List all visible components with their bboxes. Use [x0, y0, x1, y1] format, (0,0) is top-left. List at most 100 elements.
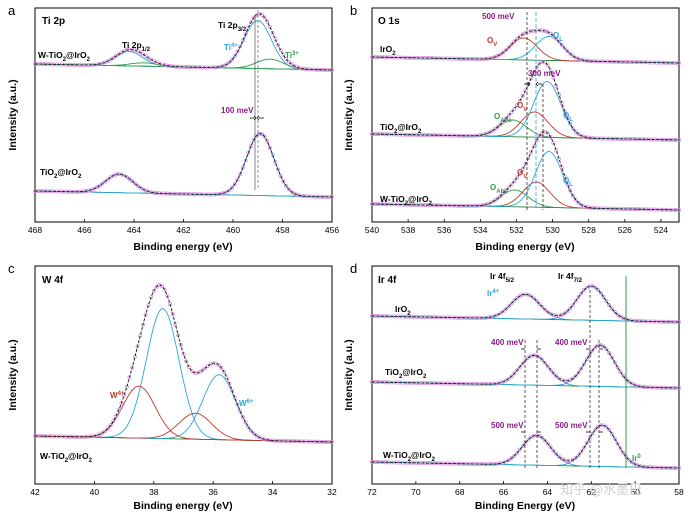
raw-data-point [501, 309, 506, 314]
raw-data-point [251, 431, 256, 436]
raw-data-point [512, 453, 517, 458]
panel-c-title: W 4f [42, 275, 64, 286]
raw-data-point [545, 131, 550, 136]
raw-data-point [621, 373, 626, 378]
raw-data-point [103, 429, 108, 433]
raw-data-point [238, 172, 243, 177]
raw-data-point [506, 185, 511, 190]
raw-data-point [512, 371, 517, 376]
raw-data-point [582, 361, 587, 366]
x-tick-label: 64 [543, 487, 553, 497]
raw-data-point [517, 171, 522, 176]
raw-data-point [232, 54, 237, 59]
x-tick-label: 538 [401, 225, 415, 235]
raw-data-point [554, 451, 559, 456]
raw-data-point [103, 179, 108, 184]
raw-data-point [526, 437, 531, 442]
panel-b-x-axis: 540 538 536 534 532 530 528 526 524 [365, 219, 668, 235]
raw-data-point [411, 314, 416, 319]
panel-c-frame [34, 265, 333, 485]
raw-data-point [584, 357, 589, 362]
component-curve [35, 308, 332, 443]
panel-c-ylabel: Intensity (a.u.) [7, 339, 19, 410]
raw-data-point [246, 25, 251, 30]
raw-data-point [598, 291, 603, 296]
raw-data-point [626, 457, 631, 462]
raw-data-point [509, 42, 514, 47]
raw-data-point [565, 116, 570, 120]
raw-data-point [610, 432, 614, 436]
raw-data-point [498, 52, 503, 57]
raw-data-point [200, 368, 205, 373]
raw-data-point [529, 76, 534, 81]
raw-data-point [573, 197, 578, 202]
raw-data-point [537, 434, 542, 438]
x-tick-label: 530 [545, 225, 559, 235]
raw-data-point [562, 174, 567, 178]
raw-data-point [548, 445, 553, 450]
x-tick-label: 532 [509, 225, 523, 235]
panel-c-letter: c [8, 261, 15, 276]
raw-data-point [515, 175, 520, 180]
raw-data-point [389, 380, 394, 385]
raw-data-point [523, 88, 528, 93]
raw-data-point [557, 39, 561, 44]
raw-data-point [411, 55, 416, 60]
raw-data-point [230, 57, 235, 62]
panel-b-label-ov-2: OV [517, 101, 527, 113]
raw-data-point [601, 423, 606, 428]
raw-data-point [232, 182, 237, 187]
raw-data-point [108, 175, 113, 180]
raw-data-point [132, 181, 137, 186]
panel-a-label-ti3: Ti3+ [285, 51, 299, 60]
raw-data-point [111, 55, 116, 60]
raw-data-point [554, 36, 559, 41]
panel-a-sample-1: W-TiO2@IrO2 [38, 50, 91, 63]
raw-data-point [512, 39, 517, 44]
raw-data-point [559, 42, 564, 47]
panel-c-xlabel: Binding energy (eV) [133, 500, 232, 512]
raw-data-point [138, 50, 143, 55]
raw-data-point [122, 393, 127, 398]
panel-a-title: Ti 2p [42, 16, 65, 27]
raw-data-point [612, 310, 617, 314]
panel-b-shift-300mev: 300 meV [528, 69, 561, 78]
raw-data-point [607, 303, 612, 308]
panel-b: b O 1s 540 538 536 534 532 530 528 526 524 Bindi… [343, 3, 681, 253]
raw-data-point [573, 129, 578, 134]
panel-d-peak-label-ir4f72: Ir 4f7/2 [558, 271, 583, 284]
panel-a-x-axis: 468 466 464 462 460 458 456 [28, 219, 339, 235]
panel-a-shift-100mev: 100 meV [221, 106, 254, 115]
component-curve [35, 374, 332, 443]
raw-data-point [227, 188, 232, 193]
raw-data-point [501, 191, 506, 196]
raw-data-point [610, 355, 614, 360]
raw-data-point [273, 160, 278, 165]
panel-b-label-oabs-3: OAbs [490, 183, 508, 195]
raw-data-point [517, 34, 522, 39]
x-tick-label: 66 [499, 487, 509, 497]
x-tick-label: 460 [226, 225, 240, 235]
raw-data-point [512, 179, 517, 184]
panel-a-spectra [33, 11, 334, 199]
panel-b-label-ol-2: OL [563, 111, 573, 123]
x-tick-label: 34 [268, 487, 278, 497]
panel-d-shift-400mev-2: 400 meV [555, 338, 588, 347]
raw-data-point [517, 447, 522, 452]
x-tick-label: 70 [411, 487, 421, 497]
raw-data-point [267, 145, 272, 150]
raw-data-point [537, 28, 542, 33]
fit-envelope [372, 61, 679, 141]
fit-envelope [372, 285, 679, 323]
raw-data-point [504, 116, 508, 121]
raw-data-point [624, 207, 628, 211]
raw-data-point [534, 138, 539, 143]
raw-data-point [548, 31, 553, 36]
raw-data-point [470, 203, 475, 208]
raw-data-point [411, 132, 416, 137]
panel-d-shift-500mev-1: 500 meV [491, 421, 524, 430]
panel-d-frame [371, 265, 680, 485]
raw-data-point [570, 302, 575, 307]
raw-data-point [629, 460, 634, 465]
x-tick-label: 36 [208, 487, 218, 497]
